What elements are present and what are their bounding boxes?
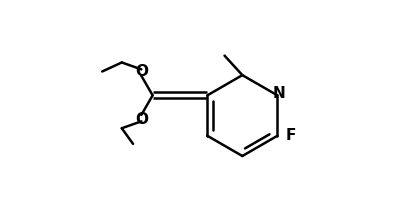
Text: F: F — [286, 128, 296, 143]
Text: O: O — [135, 112, 148, 127]
Text: O: O — [135, 64, 148, 79]
Text: N: N — [273, 86, 286, 101]
